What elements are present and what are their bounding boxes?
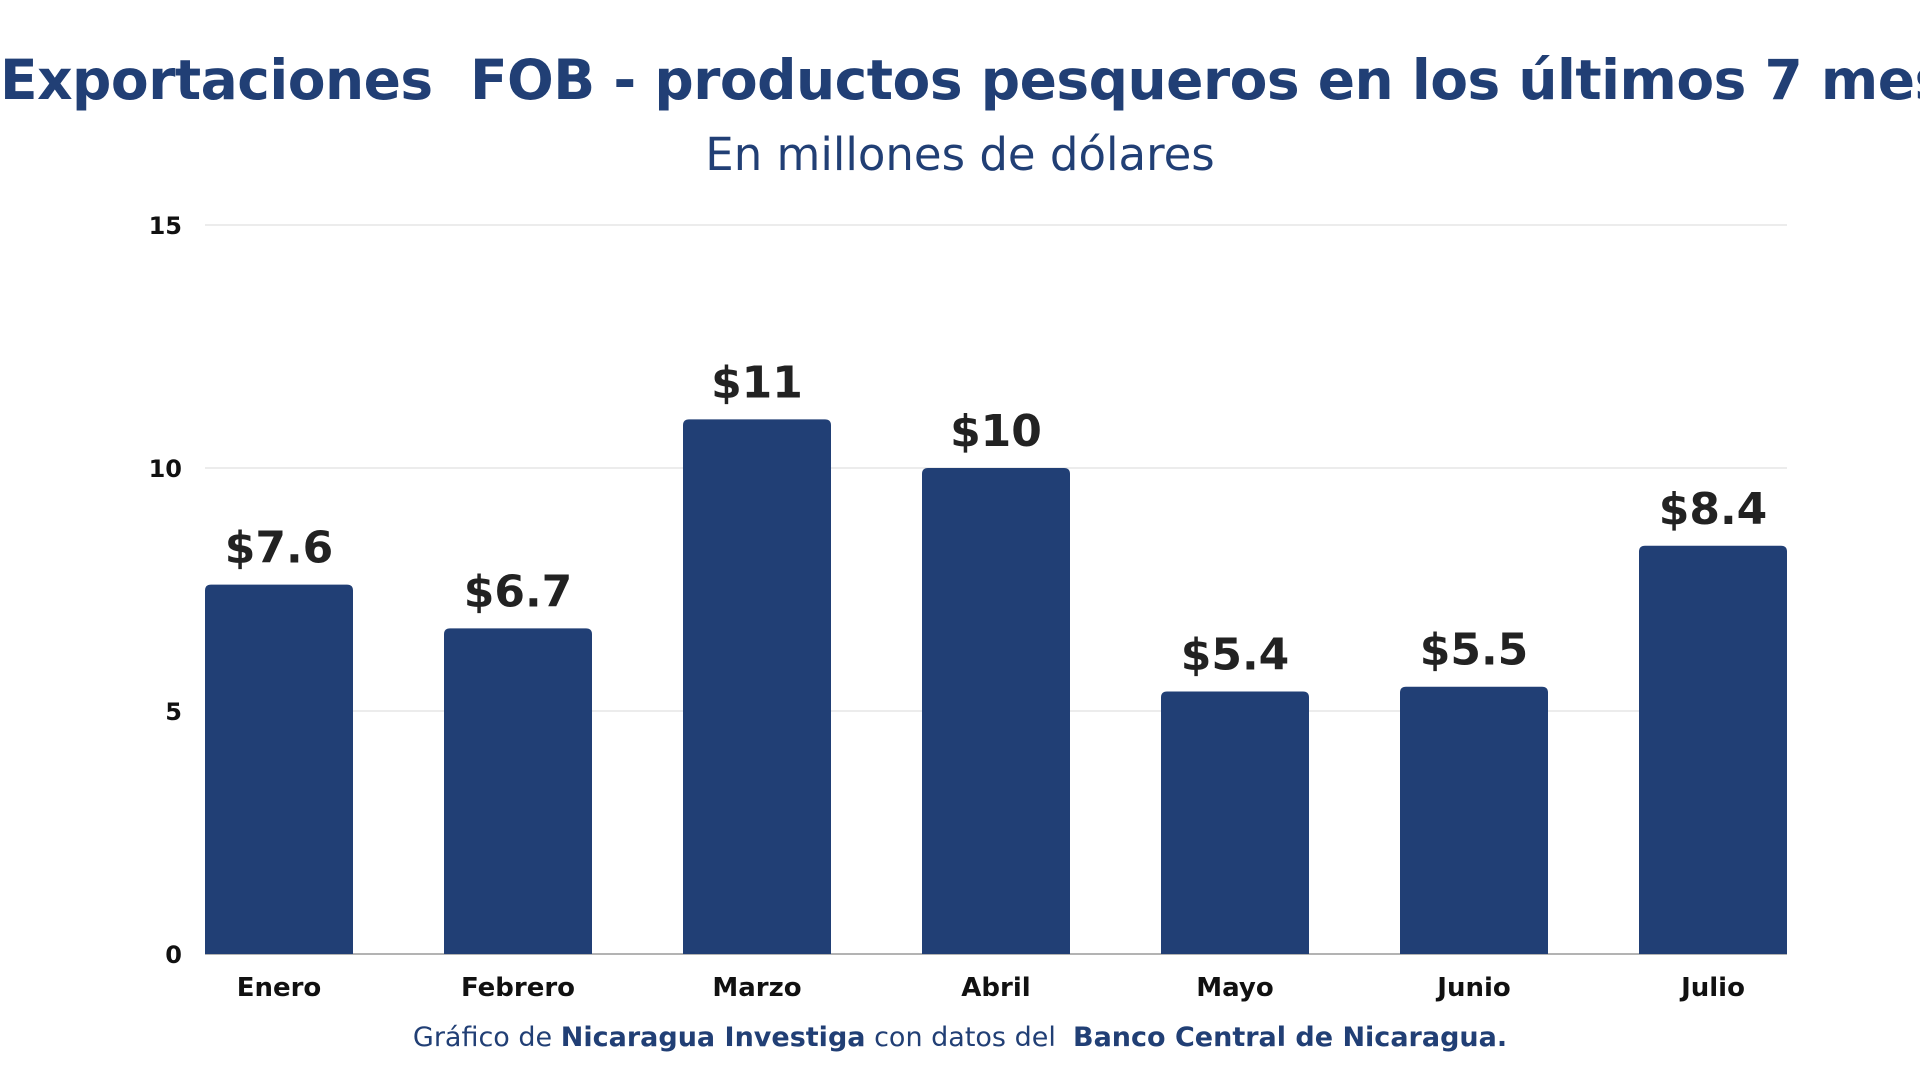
value-label: $11 (711, 357, 803, 408)
bar-chart: 0 5 10 15 $7.6 $6.7 $11 $10 $5.4 $5.5 $8.4 Enero F… (149, 212, 1787, 1003)
bar-mayo (1161, 691, 1309, 954)
value-label: $7.6 (225, 523, 334, 574)
footer-prefix: Gráfico de (412, 1022, 561, 1053)
bar-marzo (683, 419, 831, 954)
chart-title: Exportaciones FOB - productos pesqueros … (0, 48, 1920, 112)
value-label: $10 (950, 406, 1042, 457)
x-tick-label: Marzo (712, 973, 801, 1003)
bar-julio (1639, 545, 1787, 954)
chart-footer: Gráfico de Nicaragua Investiga con datos… (0, 1022, 1920, 1053)
x-tick-label: Mayo (1196, 973, 1273, 1003)
bar-febrero (444, 628, 592, 954)
y-tick-label: 15 (149, 212, 182, 240)
y-axis-ticks: 0 5 10 15 (149, 212, 182, 969)
y-tick-label: 10 (149, 455, 182, 483)
bar-junio (1400, 686, 1548, 954)
x-tick-label: Febrero (461, 973, 575, 1003)
bar-abril (922, 468, 1070, 954)
chart-subtitle: En millones de dólares (705, 128, 1215, 181)
footer-source-data: Banco Central de Nicaragua. (1073, 1022, 1508, 1053)
y-tick-label: 5 (165, 698, 182, 726)
value-label: $8.4 (1659, 484, 1768, 535)
value-labels: $7.6 $6.7 $11 $10 $5.4 $5.5 $8.4 (225, 357, 1768, 680)
value-label: $5.4 (1181, 630, 1290, 681)
y-tick-label: 0 (165, 941, 182, 969)
value-label: $5.5 (1420, 625, 1529, 676)
x-tick-label: Junio (1435, 973, 1510, 1003)
footer-source-author: Nicaragua Investiga (560, 1022, 866, 1053)
x-tick-label: Enero (237, 973, 322, 1003)
bars (205, 419, 1787, 954)
x-tick-label: Julio (1679, 973, 1745, 1003)
value-label: $6.7 (464, 566, 573, 617)
x-tick-label: Abril (961, 973, 1030, 1003)
x-axis-ticks: Enero Febrero Marzo Abril Mayo Junio Julio (237, 973, 1745, 1003)
footer-middle: con datos del (865, 1022, 1073, 1053)
bar-enero (205, 584, 353, 954)
